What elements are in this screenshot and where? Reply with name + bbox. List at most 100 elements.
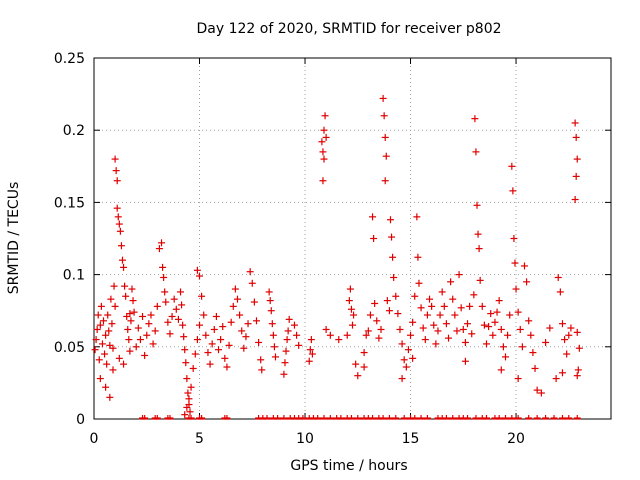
data-point (113, 177, 121, 185)
data-point (258, 366, 266, 374)
data-point (426, 295, 434, 303)
data-point (474, 230, 482, 238)
data-point (153, 302, 161, 310)
data-point (497, 366, 505, 374)
data-point (231, 285, 239, 293)
data-point (398, 340, 406, 348)
data-point (95, 356, 103, 364)
data-point (94, 311, 102, 319)
data-point (134, 324, 142, 332)
data-point (116, 227, 124, 235)
data-point (428, 302, 436, 310)
data-point (174, 315, 182, 323)
data-point (186, 408, 194, 416)
data-point (366, 311, 374, 319)
data-point (172, 305, 180, 313)
data-point (183, 403, 191, 411)
data-point (453, 327, 461, 335)
data-point (127, 317, 135, 325)
data-point (447, 278, 455, 286)
data-point (475, 245, 483, 253)
data-point (126, 347, 134, 355)
data-point (104, 311, 112, 319)
data-point (354, 372, 362, 380)
data-point (571, 119, 579, 127)
data-point (531, 364, 539, 372)
data-point-zero (514, 415, 522, 420)
data-point-zero (153, 415, 161, 420)
data-point (170, 295, 178, 303)
data-point (572, 172, 580, 180)
data-point (571, 196, 579, 204)
data-point (202, 331, 210, 339)
data-point-zero (542, 415, 550, 420)
data-point (563, 350, 571, 358)
data-point (139, 312, 147, 320)
data-point (112, 167, 120, 175)
data-point-zero (385, 415, 393, 420)
data-point (396, 325, 404, 333)
data-point (183, 375, 191, 383)
data-point (400, 356, 408, 364)
x-tick-label: 0 (90, 431, 99, 447)
data-point (129, 297, 137, 305)
data-point (206, 360, 214, 368)
data-point (193, 336, 201, 344)
data-point (407, 331, 415, 339)
data-point-zero (326, 415, 334, 420)
data-point-zero (274, 415, 282, 420)
data-point (373, 317, 381, 325)
data-point (177, 288, 185, 296)
data-point (561, 336, 569, 344)
data-point (250, 298, 258, 306)
data-point (227, 318, 235, 326)
data-point (320, 126, 328, 134)
data-point-zero (550, 415, 558, 420)
data-point (349, 321, 356, 329)
data-points (91, 94, 583, 420)
data-point (308, 350, 316, 358)
data-point (466, 302, 474, 310)
data-point (267, 307, 275, 315)
data-point (506, 311, 514, 319)
data-point (320, 155, 328, 163)
data-point (92, 336, 100, 344)
data-point (225, 341, 233, 349)
data-point (145, 320, 153, 328)
data-point (269, 331, 277, 339)
data-point (476, 276, 484, 284)
data-point (191, 350, 199, 358)
data-point (421, 336, 429, 344)
data-point (102, 331, 110, 339)
y-tick-label: 0.15 (54, 195, 85, 211)
data-point (305, 357, 313, 365)
data-point-zero (449, 415, 457, 420)
data-point (293, 331, 301, 339)
data-point (381, 177, 389, 185)
data-point-zero (400, 415, 408, 420)
data-point (319, 177, 327, 185)
data-point (229, 302, 237, 310)
data-point (511, 259, 519, 267)
y-tick-label: 0.05 (54, 340, 85, 356)
data-point (215, 346, 223, 354)
data-point (244, 320, 252, 328)
data-point (236, 311, 244, 319)
grid (94, 58, 611, 419)
data-point (380, 112, 388, 120)
data-point (343, 331, 351, 339)
data-point-zero (533, 415, 541, 420)
data-point (280, 370, 288, 378)
data-point (369, 213, 377, 221)
data-point-zero (417, 415, 425, 420)
data-point (118, 256, 126, 264)
data-point (101, 350, 109, 358)
data-point (208, 340, 216, 348)
data-point (108, 320, 116, 328)
data-point (470, 291, 478, 299)
data-point (573, 372, 581, 380)
data-point (168, 312, 176, 320)
data-point (567, 324, 575, 332)
data-point (162, 298, 170, 306)
data-point (558, 369, 566, 377)
